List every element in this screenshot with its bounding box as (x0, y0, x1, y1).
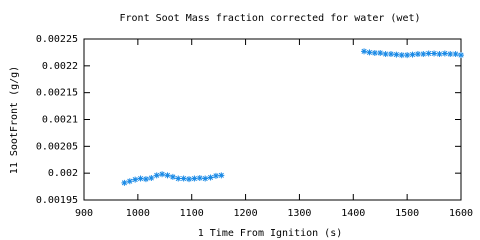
x-tick-label: 1300 (287, 208, 311, 219)
point (377, 49, 384, 56)
point (361, 48, 368, 55)
point (398, 52, 405, 59)
point (126, 178, 133, 185)
x-tick-label: 1000 (126, 208, 150, 219)
point (425, 50, 432, 57)
x-tick-label: 1500 (395, 208, 419, 219)
point (186, 176, 193, 183)
x-tick-label: 1200 (234, 208, 258, 219)
y-tick-label: 0.0021 (42, 115, 78, 126)
x-axis-label: 1 Time From Ignition (s) (198, 228, 343, 239)
point (132, 176, 139, 183)
point (180, 175, 187, 182)
point (191, 175, 198, 182)
y-tick-label: 0.002 (48, 168, 78, 179)
chart-title: Front Soot Mass fraction corrected for w… (119, 13, 420, 24)
point (153, 172, 160, 179)
y-tick-label: 0.00195 (36, 195, 78, 206)
point (382, 51, 389, 58)
point (441, 50, 448, 57)
point (121, 179, 128, 186)
point (218, 172, 225, 179)
point (196, 174, 203, 181)
y-tick-label: 0.00205 (36, 141, 78, 152)
point (458, 52, 464, 59)
point (387, 51, 394, 58)
x-tick-label: 1100 (180, 208, 204, 219)
point (420, 51, 427, 58)
x-tick-label: 1400 (341, 208, 365, 219)
point (202, 175, 209, 182)
point (148, 174, 155, 181)
point (371, 49, 378, 56)
point (212, 172, 219, 179)
point (207, 174, 214, 181)
point (137, 175, 144, 182)
x-tick-label: 900 (75, 208, 93, 219)
point (452, 51, 459, 58)
point (142, 176, 149, 183)
point (159, 171, 166, 178)
point (447, 51, 454, 58)
point (436, 51, 443, 58)
point (414, 51, 421, 58)
point (175, 175, 182, 182)
point (431, 50, 438, 57)
y-axis-label: 11 SootFront (g/g) (9, 66, 20, 174)
y-tick-label: 0.00215 (36, 88, 78, 99)
x-tick-label: 1600 (449, 208, 473, 219)
point (366, 49, 373, 56)
y-tick-label: 0.00225 (36, 34, 78, 45)
y-tick-label: 0.0022 (42, 61, 78, 72)
point (404, 52, 411, 59)
point (393, 51, 400, 58)
point (169, 173, 176, 180)
point (409, 51, 416, 58)
point (164, 172, 171, 179)
